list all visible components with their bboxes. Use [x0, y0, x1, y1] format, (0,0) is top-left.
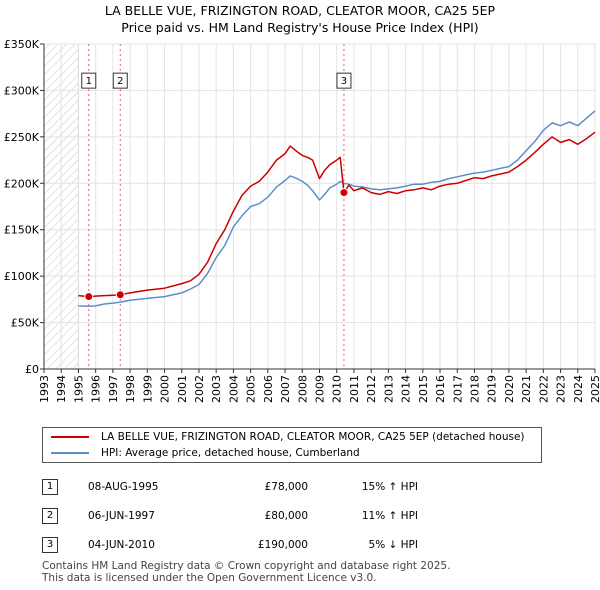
transactions-table: 1 08-AUG-1995 £78,000 15% ↑ HPI 2 06-JUN… — [42, 472, 418, 559]
x-tick-label: 2009 — [314, 375, 327, 403]
chart-title-block: LA BELLE VUE, FRIZINGTON ROAD, CLEATOR M… — [0, 2, 600, 36]
x-tick-label: 1993 — [38, 375, 51, 403]
transaction-number-badge: 2 — [42, 507, 58, 524]
sale-label: 3 — [341, 76, 347, 87]
price-chart: 1 2 3 £0 £50K £100K £150K £200K £250K £300K £350K… — [4, 38, 600, 403]
x-tick-label: 2010 — [331, 375, 344, 403]
transaction-date: 04-JUN-2010 — [88, 538, 155, 551]
x-tick-label: 2000 — [159, 375, 172, 403]
sale-label-box — [112, 72, 128, 89]
x-tick-label: 2002 — [193, 375, 206, 403]
x-tick-label: 2020 — [503, 375, 516, 403]
x-tick-label: 2006 — [262, 375, 275, 403]
x-tick-label: 2013 — [382, 375, 395, 403]
y-tick-label: £250K — [4, 131, 40, 144]
sale-point — [339, 188, 349, 198]
transaction-price: £190,000 — [257, 538, 308, 551]
hpi-line — [78, 110, 596, 308]
x-tick-label: 1995 — [72, 375, 85, 403]
footer-line-1: Contains HM Land Registry data © Crown c… — [42, 560, 451, 572]
transaction-price: £80,000 — [264, 509, 308, 522]
x-tick-label: 1999 — [141, 375, 154, 403]
legend-hpi-label: HPI: Average price, detached house, Cumb… — [101, 447, 360, 459]
footer-attribution: Contains HM Land Registry data © Crown c… — [42, 560, 450, 584]
table-row: 2 06-JUN-1997 £80,000 11% ↑ HPI — [42, 501, 418, 530]
table-row: 3 04-JUN-2010 £190,000 5% ↓ HPI — [42, 530, 418, 559]
transaction-hpi-delta: 15% ↑ HPI — [361, 480, 418, 493]
sale-label: 1 — [86, 76, 92, 87]
hpi-line-swatch — [51, 452, 89, 454]
transaction-hpi-delta: 11% ↑ HPI — [361, 509, 418, 522]
transaction-price: £78,000 — [264, 480, 308, 493]
property-price-line — [78, 131, 596, 298]
x-tick-label: 2015 — [417, 375, 430, 403]
x-tick-label: 2023 — [555, 375, 568, 403]
x-tick-label: 2025 — [589, 375, 600, 403]
x-tick-label: 2019 — [486, 375, 499, 403]
transaction-hpi-delta: 5% ↓ HPI — [368, 538, 418, 551]
y-tick-label: £100K — [4, 270, 40, 283]
sale-label-box — [336, 72, 352, 89]
footer-line-2: This data is licensed under the Open Gov… — [42, 572, 377, 584]
property-line-swatch — [51, 436, 89, 438]
x-tick-label: 2017 — [451, 375, 464, 403]
legend-property-label: LA BELLE VUE, FRIZINGTON ROAD, CLEATOR M… — [101, 431, 525, 443]
x-tick-label: 1994 — [55, 375, 68, 403]
legend-item-property: LA BELLE VUE, FRIZINGTON ROAD, CLEATOR M… — [51, 429, 525, 445]
y-tick-label: £0 — [25, 363, 39, 376]
x-tick-label: 1997 — [107, 375, 120, 403]
x-tick-label: 2003 — [210, 375, 223, 403]
sale-label-box — [81, 72, 97, 89]
legend: LA BELLE VUE, FRIZINGTON ROAD, CLEATOR M… — [42, 427, 542, 463]
x-tick-label: 1996 — [90, 375, 103, 403]
sale-point — [115, 290, 125, 300]
y-tick-label: £150K — [4, 224, 40, 237]
y-tick-label: £300K — [4, 84, 40, 97]
x-tick-label: 1998 — [124, 375, 137, 403]
table-row: 1 08-AUG-1995 £78,000 15% ↑ HPI — [42, 472, 418, 501]
x-tick-label: 2016 — [434, 375, 447, 403]
y-tick-label: £50K — [11, 317, 40, 330]
x-tick-label: 2011 — [348, 375, 361, 403]
sale-label: 2 — [117, 76, 123, 87]
x-tick-label: 2014 — [400, 375, 413, 403]
x-tick-label: 2022 — [537, 375, 550, 403]
legend-item-hpi: HPI: Average price, detached house, Cumb… — [51, 445, 360, 461]
transaction-number-badge: 1 — [42, 478, 58, 495]
sale-point — [84, 292, 94, 302]
x-tick-label: 2012 — [365, 375, 378, 403]
x-tick-label: 2007 — [279, 375, 292, 403]
x-tick-label: 2001 — [176, 375, 189, 403]
y-tick-label: £200K — [4, 177, 40, 190]
transaction-number-badge: 3 — [42, 536, 58, 553]
transaction-date: 08-AUG-1995 — [88, 480, 159, 493]
x-tick-label: 2021 — [520, 375, 533, 403]
x-tick-label: 2005 — [245, 375, 258, 403]
chart-title: LA BELLE VUE, FRIZINGTON ROAD, CLEATOR M… — [104, 3, 496, 18]
x-tick-label: 2004 — [227, 375, 240, 403]
chart-subtitle: Price paid vs. HM Land Registry's House … — [121, 20, 479, 35]
x-tick-label: 2024 — [572, 375, 585, 403]
x-tick-label: 2008 — [296, 375, 309, 403]
y-tick-label: £350K — [4, 38, 40, 51]
x-tick-label: 2018 — [468, 375, 481, 403]
transaction-date: 06-JUN-1997 — [88, 509, 155, 522]
